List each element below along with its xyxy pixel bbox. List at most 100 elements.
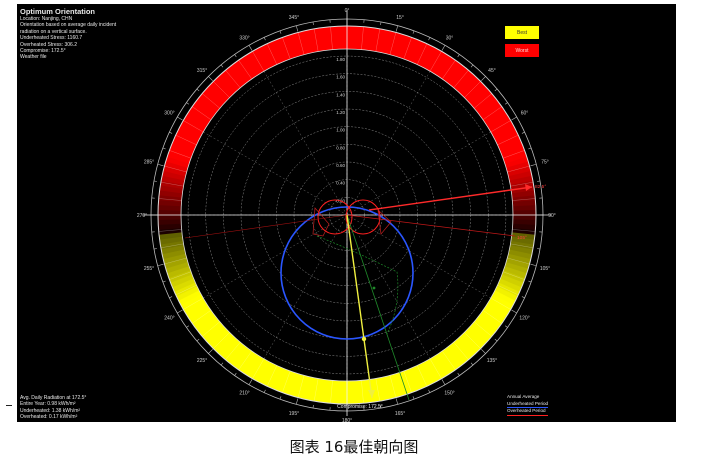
ring-divider (252, 51, 265, 72)
ring-segment (464, 81, 485, 102)
ring-segment (437, 56, 455, 79)
bearing-label: 180° (342, 418, 352, 422)
ring-divider (313, 378, 319, 402)
ring-segment (261, 43, 277, 68)
annotation-right-2: 105° (517, 235, 527, 241)
ring-segment (512, 210, 536, 216)
ring-segment (496, 133, 521, 149)
radial-scale-label: 1.20 (336, 110, 345, 115)
ring-segment (422, 46, 439, 70)
annotation-right-1: 82.5° (535, 184, 546, 190)
ring-segment (447, 344, 466, 366)
ring-segment (212, 331, 233, 353)
info-block: Optimum Orientation Location: Nanjing, C… (20, 7, 116, 61)
legend-annual: Annual Average (507, 394, 540, 399)
ring-segment (227, 343, 246, 365)
grid-spoke (346, 214, 491, 299)
bearing-label: 195° (289, 411, 299, 417)
tick-mark (295, 25, 299, 32)
bearing-label: 330° (239, 35, 249, 41)
tick-mark (263, 389, 266, 393)
ring-segment (185, 111, 209, 129)
ring-segment (483, 107, 507, 126)
ring-segment (161, 174, 185, 185)
ring-divider (202, 93, 220, 109)
ring-segment (384, 375, 396, 400)
bearing-label: 225° (197, 358, 207, 364)
summary-line: Underheated: 1.38 kWh/m² (20, 407, 81, 414)
ring-segment (269, 366, 284, 390)
ring-segment (372, 378, 382, 402)
ring-segment (176, 128, 200, 144)
ring-segment (425, 358, 442, 382)
tick-mark (470, 362, 474, 366)
ring-segment (389, 374, 401, 398)
ring-segment (498, 138, 522, 153)
ring-segment (503, 266, 527, 280)
ring-segment (185, 300, 208, 318)
tick-mark (295, 398, 299, 405)
ring-segment (443, 346, 463, 369)
ring-divider (375, 28, 381, 52)
ring-segment (274, 38, 289, 62)
ring-divider (490, 297, 511, 310)
ring-segment (432, 354, 450, 377)
radial-scale-label: 0.40 (336, 181, 345, 186)
grid-spoke (263, 71, 348, 216)
ring-divider (361, 380, 364, 404)
ring-divider (507, 165, 530, 173)
ring-segment (488, 298, 511, 315)
ring-divider (160, 243, 184, 249)
figure-caption: 图表 16最佳朝向图 (289, 438, 419, 456)
ring-segment (168, 146, 193, 160)
ring-divider (164, 257, 187, 265)
tick-mark (177, 116, 183, 121)
ring-divider (442, 350, 456, 370)
ring-segment (346, 380, 352, 404)
ring-segment (197, 95, 219, 114)
radial-scale-label: 1.40 (336, 92, 345, 97)
ring-segment (172, 277, 196, 292)
ring-divider (225, 342, 241, 360)
tick-mark (162, 147, 166, 150)
ring-segment (377, 29, 388, 53)
ring-segment (219, 337, 240, 359)
tick-mark (186, 102, 190, 105)
ring-segment (466, 326, 488, 346)
ring-segment (164, 257, 188, 269)
bearing-label: 120° (519, 315, 529, 321)
ring-divider (464, 332, 481, 349)
ring-segment (504, 262, 529, 275)
ring-segment (473, 92, 495, 112)
ring-divider (482, 106, 502, 120)
ring-segment (490, 120, 514, 137)
ring-divider (389, 32, 397, 55)
bearing-label: 285° (144, 160, 154, 166)
tick-mark (428, 389, 431, 393)
ring-segment (485, 301, 509, 319)
tick-mark (412, 396, 415, 400)
ring-segment (463, 329, 485, 350)
ring-segment (178, 289, 202, 306)
ring-segment (182, 297, 206, 314)
ring-divider (464, 81, 481, 98)
ring-segment (202, 322, 224, 342)
ring-divider (512, 229, 536, 232)
tick-mark (511, 309, 517, 314)
ring-segment (448, 65, 467, 87)
ring-segment (364, 27, 373, 51)
tick-mark (494, 338, 498, 342)
ring-segment (507, 253, 531, 265)
ring-segment (494, 286, 518, 302)
tick-mark (177, 309, 183, 314)
ring-divider (175, 284, 197, 296)
ring-segment (298, 30, 310, 55)
ring-divider (297, 32, 305, 55)
ring-segment (454, 71, 475, 93)
ring-segment (405, 368, 420, 392)
ring-segment (347, 26, 353, 50)
overheated-lobe-east (345, 199, 381, 235)
ring-segment (454, 338, 474, 360)
ring-divider (158, 229, 182, 232)
ring-segment (410, 40, 425, 64)
